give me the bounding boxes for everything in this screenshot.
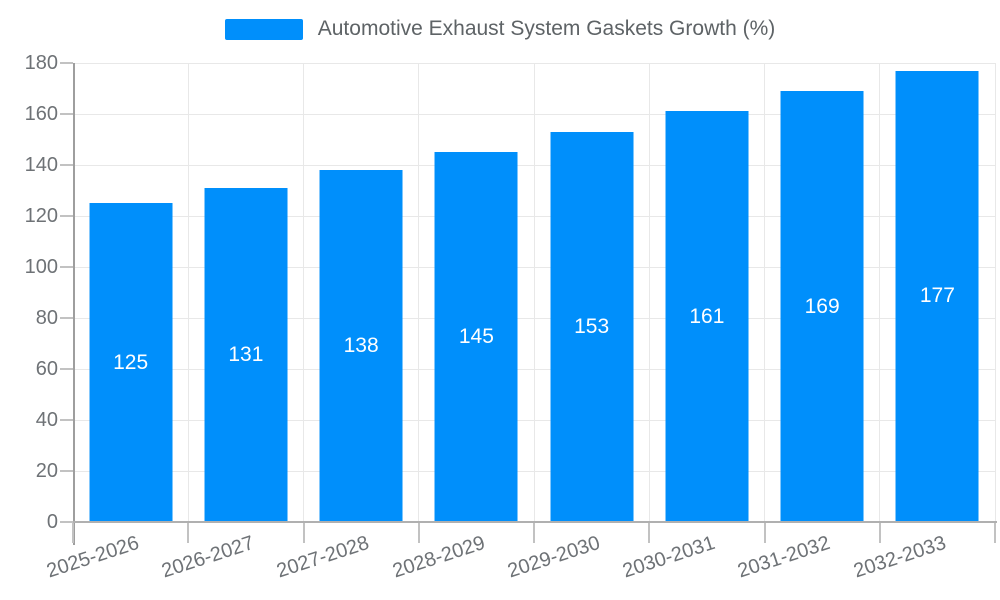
legend-swatch-icon <box>224 18 303 40</box>
bar-value-label: 169 <box>804 294 840 318</box>
bar[interactable]: 145 <box>434 152 518 522</box>
y-axis-tick <box>60 113 73 115</box>
gridline-vertical <box>533 63 535 522</box>
y-axis-tick <box>60 419 73 421</box>
bar[interactable]: 131 <box>204 187 288 522</box>
y-axis-tick-label: 20 <box>35 460 58 482</box>
gridline-vertical <box>303 63 304 522</box>
bar-slot: 153 <box>534 63 649 522</box>
bar-slot: 125 <box>73 63 188 522</box>
x-axis-tick <box>763 523 766 543</box>
x-axis-category-label: 2025-2026 <box>43 531 142 583</box>
gridline-vertical <box>187 63 189 522</box>
y-axis-tick-label: 100 <box>24 256 58 278</box>
x-axis-category-label: 2032-2033 <box>850 531 949 583</box>
x-axis-tick <box>417 523 420 543</box>
y-axis-tick-label: 120 <box>24 205 58 227</box>
y-axis-tick-label: 60 <box>35 358 58 380</box>
bars-layer: 125 131 138 145 153 161 169 177 <box>73 63 995 522</box>
bar-slot: 138 <box>304 63 419 522</box>
gridline-vertical <box>994 63 996 522</box>
x-axis-tick <box>72 523 74 543</box>
gridline-vertical <box>418 63 420 522</box>
bar-value-label: 153 <box>574 314 610 338</box>
gridline-vertical <box>648 63 650 522</box>
y-axis-tick <box>60 317 73 319</box>
y-axis-tick-label: 140 <box>24 154 58 176</box>
bar-slot: 177 <box>880 63 995 522</box>
gridline-vertical <box>879 63 881 522</box>
y-axis-tick <box>60 62 73 64</box>
legend-item[interactable]: Automotive Exhaust System Gaskets Growth… <box>224 17 776 41</box>
bar-slot: 169 <box>765 63 880 522</box>
y-axis-tick-label: 180 <box>24 52 58 74</box>
y-axis-tick-label: 40 <box>35 409 58 431</box>
bar-value-label: 161 <box>689 304 725 328</box>
bar[interactable]: 169 <box>780 91 864 522</box>
bar-value-label: 145 <box>458 325 494 349</box>
legend-label: Automotive Exhaust System Gaskets Growth… <box>317 17 776 40</box>
x-axis-category-label: 2030-2031 <box>620 531 718 583</box>
y-axis-tick-label: 160 <box>24 103 58 125</box>
plot-area: 125 131 138 145 153 161 169 177 <box>73 62 996 523</box>
x-axis-tick <box>533 523 535 543</box>
y-axis-tick-label: 80 <box>35 307 58 329</box>
x-axis-tick <box>878 523 881 543</box>
y-axis-tick <box>60 164 73 166</box>
bar[interactable]: 161 <box>665 111 749 522</box>
x-axis-category-label: 2031-2032 <box>735 531 834 583</box>
x-axis-tick <box>187 523 190 543</box>
x-axis-category-label: 2029-2030 <box>504 531 603 583</box>
x-axis-category-label: 2026-2027 <box>159 531 257 583</box>
x-axis-tick <box>648 523 651 543</box>
x-axis-category-label: 2027-2028 <box>274 531 373 583</box>
bar-slot: 161 <box>649 63 764 522</box>
x-axis-tick <box>302 523 305 543</box>
y-axis-tick-label: 0 <box>46 511 58 533</box>
y-axis-tick <box>60 215 73 217</box>
y-axis-tick <box>60 521 73 523</box>
y-axis-tick <box>60 470 73 472</box>
bar[interactable]: 177 <box>895 70 979 522</box>
y-axis-tick <box>60 266 73 268</box>
gridline-vertical <box>764 63 765 522</box>
y-axis-line <box>73 63 75 545</box>
bar[interactable]: 138 <box>319 170 403 522</box>
bar-value-label: 131 <box>228 342 264 366</box>
x-axis-tick <box>994 523 996 543</box>
y-axis-tick <box>60 368 73 370</box>
bar[interactable]: 153 <box>550 131 634 522</box>
bar[interactable]: 125 <box>89 203 173 522</box>
bar-value-label: 125 <box>113 350 149 374</box>
chart-legend: Automotive Exhaust System Gaskets Growth… <box>0 17 1000 41</box>
bar-slot: 131 <box>188 63 303 522</box>
x-axis-line <box>73 521 997 523</box>
bar-value-label: 177 <box>919 284 955 308</box>
bar-value-label: 138 <box>343 334 379 358</box>
bar-slot: 145 <box>419 63 534 522</box>
x-axis-category-label: 2028-2029 <box>389 531 488 583</box>
